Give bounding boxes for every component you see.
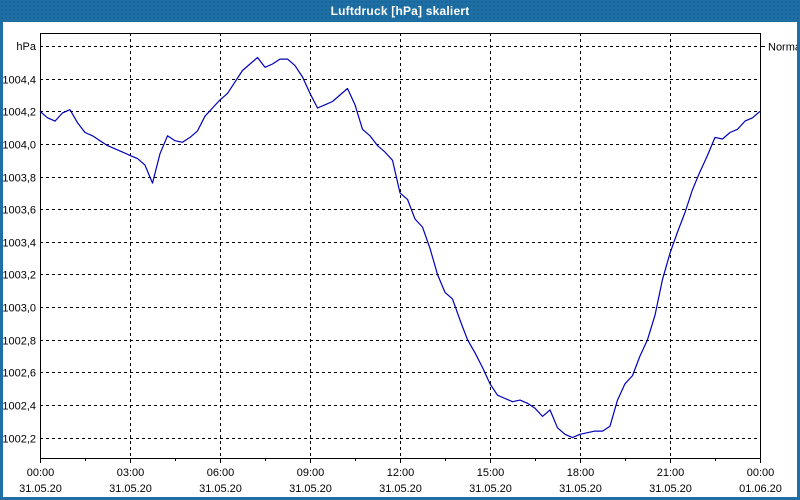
x-axis-time-label: 06:00 (207, 467, 235, 479)
pressure-line-chart: 1004,4 1004,2 1004,0 1003,8 1003,6 1003,4 1003… (3, 33, 797, 495)
y-axis-tick-label: 1003,0 (3, 303, 36, 315)
x-axis-time-label: 12:00 (387, 467, 415, 479)
normal-line-label: Normal (768, 42, 797, 54)
pressure-series-line (39, 56, 761, 439)
x-axis-date-label: 31.05.20 (19, 483, 62, 495)
y-axis-tick-label: 1004,2 (3, 107, 36, 119)
x-axis-date-label: 01.06.20 (739, 483, 782, 495)
x-axis-time-label: 18:00 (567, 467, 595, 479)
x-axis-time-label: 00:00 (747, 467, 775, 479)
plot-frame (40, 33, 761, 459)
y-axis-tick-label: 1003,4 (3, 238, 36, 250)
y-axis-tick-label: 1003,2 (3, 270, 36, 282)
x-axis-time-label: 15:00 (477, 467, 505, 479)
x-axis-time-label: 21:00 (657, 467, 685, 479)
chart-area: 1004,4 1004,2 1004,0 1003,8 1003,6 1003,4 1003… (3, 22, 797, 497)
y-axis-tick-label: 1004,4 (3, 75, 36, 87)
x-axis-date-label: 31.05.20 (289, 483, 332, 495)
x-axis-date-label: 31.05.20 (379, 483, 422, 495)
x-axis-date-label: 31.05.20 (199, 483, 242, 495)
y-axis-tick-label: 1003,6 (3, 205, 36, 217)
title-bar[interactable]: Luftdruck [hPa] skaliert (0, 0, 800, 22)
y-axis-tick-label: 1002,2 (3, 434, 36, 446)
x-axis-time-label: 03:00 (117, 467, 145, 479)
x-axis-date-label: 31.05.20 (649, 483, 692, 495)
y-axis-tick-label: 1002,4 (3, 401, 36, 413)
window-title: Luftdruck [hPa] skaliert (330, 4, 470, 18)
y-axis-tick-label: 1002,6 (3, 368, 36, 380)
y-axis-unit-label: hPa (16, 41, 36, 53)
x-axis-date-label: 31.05.20 (559, 483, 602, 495)
x-axis-time-label: 09:00 (297, 467, 325, 479)
x-axis-time-label: 00:00 (27, 467, 55, 479)
y-axis-tick-label: 1002,8 (3, 336, 36, 348)
y-axis-tick-label: 1003,8 (3, 173, 36, 185)
y-axis-tick-label: 1004,0 (3, 140, 36, 152)
x-axis-date-label: 31.05.20 (109, 483, 152, 495)
x-axis-date-label: 31.05.20 (469, 483, 512, 495)
